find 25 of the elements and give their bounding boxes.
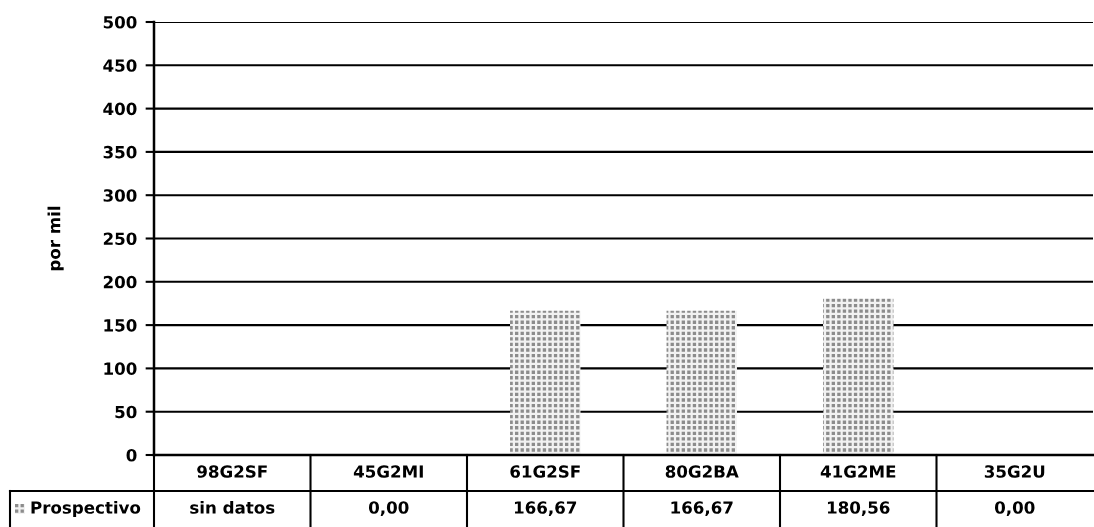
legend-label: Prospectivo — [31, 500, 141, 518]
x-tick-label: 41G2ME — [820, 465, 896, 478]
y-tick-label: 300 — [103, 189, 137, 202]
data-label: 166,67 — [514, 501, 577, 516]
y-tick-label: 500 — [103, 15, 137, 29]
x-tick-label: 35G2U — [984, 465, 1045, 478]
data-label: 166,67 — [671, 501, 733, 516]
y-axis-title: por mil — [47, 206, 64, 271]
x-tick-label: 80G2BA — [665, 465, 739, 478]
x-tick-label: 61G2SF — [510, 465, 580, 478]
text: sin datos — [190, 500, 275, 514]
x-tick-label: 98G2SF — [197, 465, 267, 478]
data-label: 0,00 — [368, 501, 409, 516]
data-label: 0,00 — [994, 501, 1035, 516]
y-tick-label: 100 — [104, 362, 137, 375]
y-tick-label: 450 — [103, 59, 137, 72]
x-tick-label: 45G2MI — [353, 465, 423, 478]
y-tick-label: 200 — [103, 275, 137, 289]
data-label: 180,56 — [827, 501, 890, 516]
y-tick-label: 150 — [104, 319, 137, 332]
y-tick-label: 250 — [103, 232, 137, 246]
y-tick-label: 400 — [103, 102, 137, 116]
y-tick-label: 0 — [126, 448, 137, 462]
y-tick-label: 350 — [103, 145, 137, 159]
y-tick-label: 50 — [115, 405, 137, 419]
